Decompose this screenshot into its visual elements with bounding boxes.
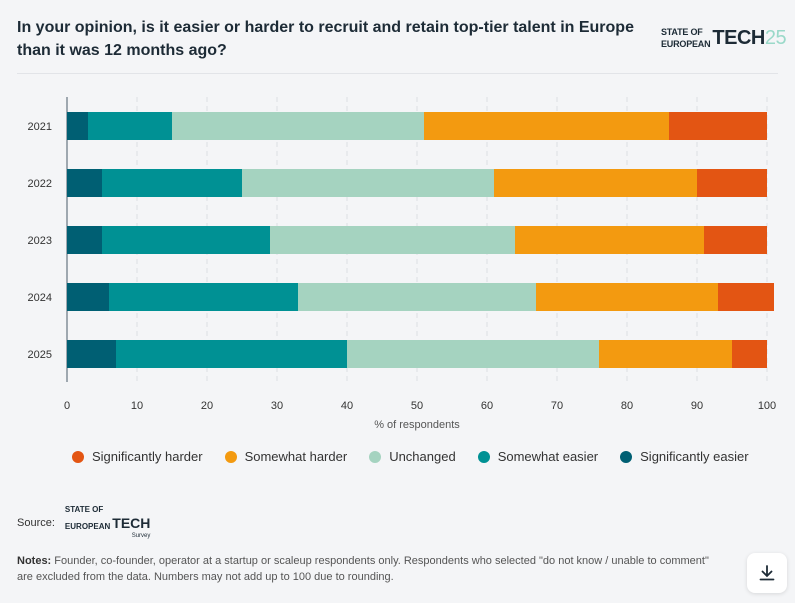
x-tick-label: 30 — [271, 400, 283, 412]
legend-swatch — [369, 450, 382, 463]
legend-item: Significantly easier — [620, 449, 749, 464]
bar-segment — [704, 226, 767, 254]
bar-segment — [424, 112, 669, 140]
bar-segment — [67, 169, 102, 197]
notes-text: Founder, co-founder, operator at a start… — [17, 555, 709, 583]
legend-swatch — [72, 450, 84, 463]
notes-label: Notes: — [17, 555, 52, 567]
y-tick-label: 2025 — [28, 349, 52, 361]
logo-line2: EUROPEAN — [661, 39, 711, 49]
x-tick-label: 80 — [621, 400, 633, 412]
bar-segment — [599, 340, 732, 368]
source-logo-sub: Survey — [131, 533, 151, 539]
legend-swatch — [224, 450, 237, 463]
legend-label: Somewhat easier — [497, 449, 599, 464]
logo-line1: STATE OF — [661, 27, 703, 37]
y-tick-label: 2023 — [28, 235, 52, 247]
x-tick-label: 40 — [341, 400, 353, 412]
download-icon — [759, 565, 775, 581]
source-logo: STATE OF EUROPEAN TECH Survey — [65, 504, 150, 541]
bar-segment — [67, 112, 88, 140]
legend-label: Significantly easier — [640, 449, 749, 464]
x-tick-label: 60 — [481, 400, 493, 412]
bar-segment — [172, 112, 424, 140]
legend-label: Unchanged — [389, 449, 456, 464]
legend-item: Somewhat harder — [224, 449, 348, 464]
y-tick-label: 2024 — [28, 292, 52, 304]
source-logo-row: EUROPEAN TECH — [65, 515, 150, 532]
bar-segment — [109, 283, 298, 311]
bar-segment — [242, 169, 494, 197]
bar-segment — [697, 169, 767, 197]
legend-label: Somewhat harder — [244, 449, 348, 464]
source-logo-line2: EUROPEAN — [64, 522, 111, 531]
notes: Notes: Founder, co-founder, operator at … — [17, 553, 717, 585]
bar-segment — [102, 226, 270, 254]
state-of-european-tech-logo: STATE OF EUROPEAN TECH 25 — [661, 26, 787, 50]
x-tick-label: 90 — [691, 400, 703, 412]
bar-segment — [67, 340, 116, 368]
legend-item: Unchanged — [369, 449, 456, 464]
x-tick-label: 50 — [411, 400, 423, 412]
bar-segment — [270, 226, 515, 254]
divider — [17, 73, 778, 74]
x-axis-label: % of respondents — [374, 419, 460, 431]
source: Source: STATE OF EUROPEAN TECH Survey — [17, 504, 150, 541]
legend-item: Significantly harder — [72, 449, 203, 464]
bar-segment — [102, 169, 242, 197]
logo-year: 25 — [764, 27, 787, 49]
legend: Significantly harder Somewhat harder Uncha… — [72, 449, 749, 464]
stacked-bar-chart: 0 10 20 30 40 50 60 70 80 90 100 % of respondents 20… — [28, 97, 776, 431]
bar-segment — [732, 340, 767, 368]
y-tick-label: 2021 — [28, 121, 52, 133]
download-button[interactable] — [747, 553, 787, 593]
bar-segment — [494, 169, 697, 197]
bar-segment — [116, 340, 347, 368]
source-logo-brand: TECH — [112, 515, 151, 531]
bar-segment — [88, 112, 172, 140]
bar-segment — [298, 283, 536, 311]
bar-segment — [515, 226, 704, 254]
legend-item: Somewhat easier — [477, 449, 599, 464]
bar-segment — [536, 283, 718, 311]
bar-segment — [67, 226, 102, 254]
source-label: Source: — [17, 516, 55, 529]
x-tick-label: 20 — [201, 400, 213, 412]
logo-small-text: STATE OF EUROPEAN — [661, 26, 711, 50]
bar-segment — [347, 340, 599, 368]
logo-brand: TECH — [712, 27, 765, 49]
y-tick-label: 2022 — [28, 178, 52, 190]
chart-title: In your opinion, is it easier or harder … — [17, 19, 634, 59]
bar-segment — [67, 283, 109, 311]
x-tick-label: 10 — [131, 400, 143, 412]
bar-segment — [669, 112, 767, 140]
x-tick-label: 100 — [758, 400, 776, 412]
legend-swatch — [477, 450, 490, 463]
source-logo-line1: STATE OF — [64, 505, 104, 514]
legend-label: Significantly harder — [92, 449, 203, 464]
bar-segment — [718, 283, 774, 311]
legend-swatch — [620, 450, 633, 463]
x-tick-label: 0 — [64, 400, 70, 412]
x-tick-label: 70 — [551, 400, 563, 412]
